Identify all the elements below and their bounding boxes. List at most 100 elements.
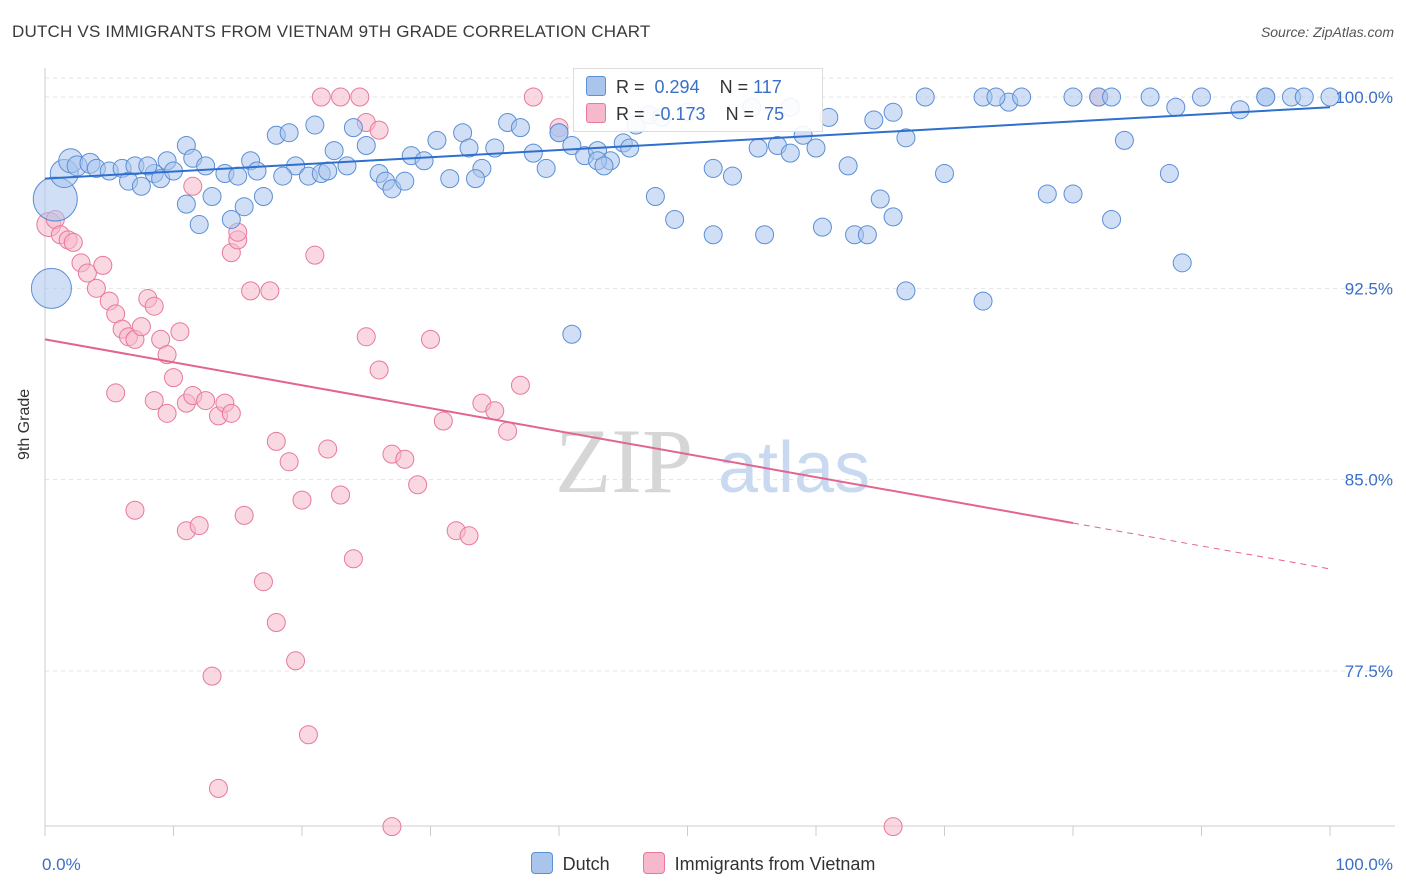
vietnam-point <box>485 401 505 421</box>
dutch-point <box>279 123 299 143</box>
legend-r-value-dutch: 0.294 <box>654 77 700 97</box>
vietnam-point <box>305 245 325 265</box>
vietnam-point <box>343 549 363 569</box>
vietnam-point <box>266 431 286 451</box>
vietnam-point <box>77 263 97 283</box>
vietnam-point <box>286 651 306 671</box>
vietnam-point <box>260 281 280 301</box>
dutch-point <box>896 281 916 301</box>
x-tick-label-min: 0.0% <box>42 855 81 874</box>
dutch-point <box>427 130 447 150</box>
dutch-point <box>703 225 723 245</box>
dutch-point <box>549 123 569 143</box>
vietnam-trend-extension <box>1072 522 1331 570</box>
dutch-point <box>562 324 582 344</box>
vietnam-point <box>510 375 530 395</box>
legend-swatch-dutch <box>530 852 553 874</box>
vietnam-point <box>157 403 177 423</box>
vietnam-point <box>395 449 415 469</box>
dutch-point <box>986 87 1006 107</box>
vietnam-point <box>523 87 543 107</box>
dutch-point <box>1230 100 1250 120</box>
legend-swatch-vietnam <box>586 103 606 123</box>
correlation-legend: R = 0.294 N = 117 R = -0.173 N = 75 <box>573 68 823 132</box>
legend-label-dutch: Dutch <box>562 854 610 874</box>
vietnam-point <box>883 817 903 837</box>
vietnam-point <box>234 505 254 525</box>
dutch-point <box>523 143 543 163</box>
watermark-atlas: atlas <box>718 428 870 508</box>
dutch-point <box>620 138 640 158</box>
vietnam-point <box>86 278 106 298</box>
vietnam-point <box>498 421 518 441</box>
vietnam-point <box>196 391 216 411</box>
vietnam-point <box>157 345 177 365</box>
dutch-point <box>465 169 485 189</box>
series-legend: Dutch Immigrants from Vietnam <box>0 852 1406 875</box>
vietnam-point <box>266 613 286 633</box>
dutch-point <box>176 194 196 214</box>
legend-r-label: R = <box>616 104 645 124</box>
legend-n-value-dutch: 117 <box>753 77 782 97</box>
vietnam-point <box>189 516 209 536</box>
vietnam-point <box>318 439 338 459</box>
legend-row-vietnam: R = -0.173 N = 75 <box>586 103 784 125</box>
dutch-point <box>1159 164 1179 184</box>
vietnam-point <box>331 485 351 505</box>
dutch-point <box>722 166 742 186</box>
y-tick-labels: 100.0% 92.5% 85.0% 77.5% <box>1335 88 1393 681</box>
dutch-point <box>196 156 216 176</box>
dutch-point <box>356 135 376 155</box>
dutch-point <box>780 143 800 163</box>
dutch-point <box>1172 253 1192 273</box>
vietnam-point <box>421 329 440 349</box>
vietnam-point <box>369 360 389 380</box>
dutch-point <box>748 138 768 158</box>
y-axis-label: 9th Grade <box>16 388 33 460</box>
vietnam-point <box>144 296 164 316</box>
dutch-point <box>440 169 460 189</box>
legend-n-value-vietnam: 75 <box>764 104 785 124</box>
dutch-point <box>1063 184 1083 204</box>
vietnam-point <box>459 526 479 546</box>
dutch-point <box>896 128 916 148</box>
vietnam-point <box>208 778 228 798</box>
vietnam-point <box>106 383 126 403</box>
vietnam-point <box>131 317 151 337</box>
dutch-point <box>857 225 877 245</box>
dutch-point <box>459 138 479 158</box>
vietnam-point <box>241 281 261 301</box>
y-tick-label: 77.5% <box>1345 662 1393 681</box>
dutch-point <box>1166 97 1186 117</box>
legend-label-vietnam: Immigrants from Vietnam <box>674 854 876 874</box>
dutch-point <box>973 291 993 311</box>
dutch-point <box>870 189 890 209</box>
vietnam-point <box>433 411 453 431</box>
legend-r-value-vietnam: -0.173 <box>654 104 706 124</box>
dutch-point <box>883 207 903 227</box>
dutch-point <box>138 156 158 176</box>
vietnam-point <box>144 391 164 411</box>
dutch-point <box>1114 130 1134 150</box>
watermark-zip: ZIP <box>555 410 693 512</box>
vietnam-point <box>408 475 428 495</box>
dutch-point <box>221 209 241 229</box>
dutch-point <box>1192 87 1211 107</box>
dutch-point <box>915 87 935 107</box>
dutch-point <box>510 118 530 138</box>
dutch-point <box>234 197 254 217</box>
dutch-point <box>414 151 434 171</box>
vietnam-point <box>382 817 402 837</box>
dutch-point <box>189 215 209 235</box>
legend-n-label: N = <box>725 104 755 124</box>
vietnam-point <box>279 452 299 472</box>
chart-title: DUTCH VS IMMIGRANTS FROM VIETNAM 9TH GRA… <box>12 22 651 41</box>
vietnam-point <box>292 490 312 510</box>
vietnam-point <box>298 725 318 745</box>
dutch-point <box>228 166 248 186</box>
dutch-point <box>343 118 363 138</box>
dutch-point <box>30 267 72 309</box>
dutch-point <box>1102 87 1122 107</box>
legend-swatch-vietnam <box>642 852 665 874</box>
